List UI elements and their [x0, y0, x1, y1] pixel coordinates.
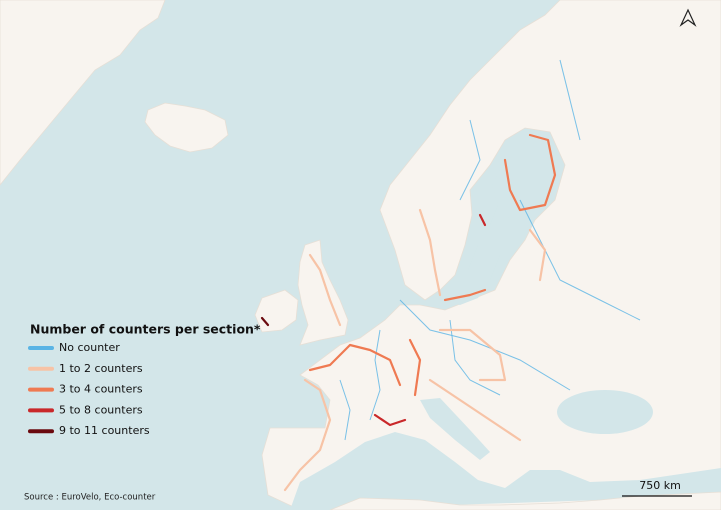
- adriatic: [420, 398, 490, 460]
- legend-label: 5 to 8 counters: [59, 403, 143, 416]
- africa: [329, 491, 721, 511]
- legend: Number of counters per section* No count…: [28, 322, 261, 437]
- rivers: [339, 59, 641, 441]
- north-arrow: [679, 8, 697, 27]
- legend-label: 1 to 2 counters: [59, 362, 143, 375]
- great-britain: [297, 239, 349, 346]
- baltic-sea: [440, 170, 512, 305]
- legend-title: Number of counters per section*: [30, 322, 261, 337]
- greenland: [0, 0, 166, 186]
- legend-label: No counter: [59, 341, 120, 354]
- source: Source : EuroVelo, Eco-counter: [24, 493, 156, 503]
- legend-label: 9 to 11 counters: [59, 424, 150, 437]
- scale-label: 750 km: [639, 479, 681, 492]
- routes: [260, 133, 557, 492]
- mediterranean: [290, 432, 721, 510]
- iceland: [144, 102, 229, 153]
- mainland: [261, 0, 721, 511]
- black-sea: [557, 390, 653, 434]
- legend-label: 3 to 4 counters: [59, 383, 143, 396]
